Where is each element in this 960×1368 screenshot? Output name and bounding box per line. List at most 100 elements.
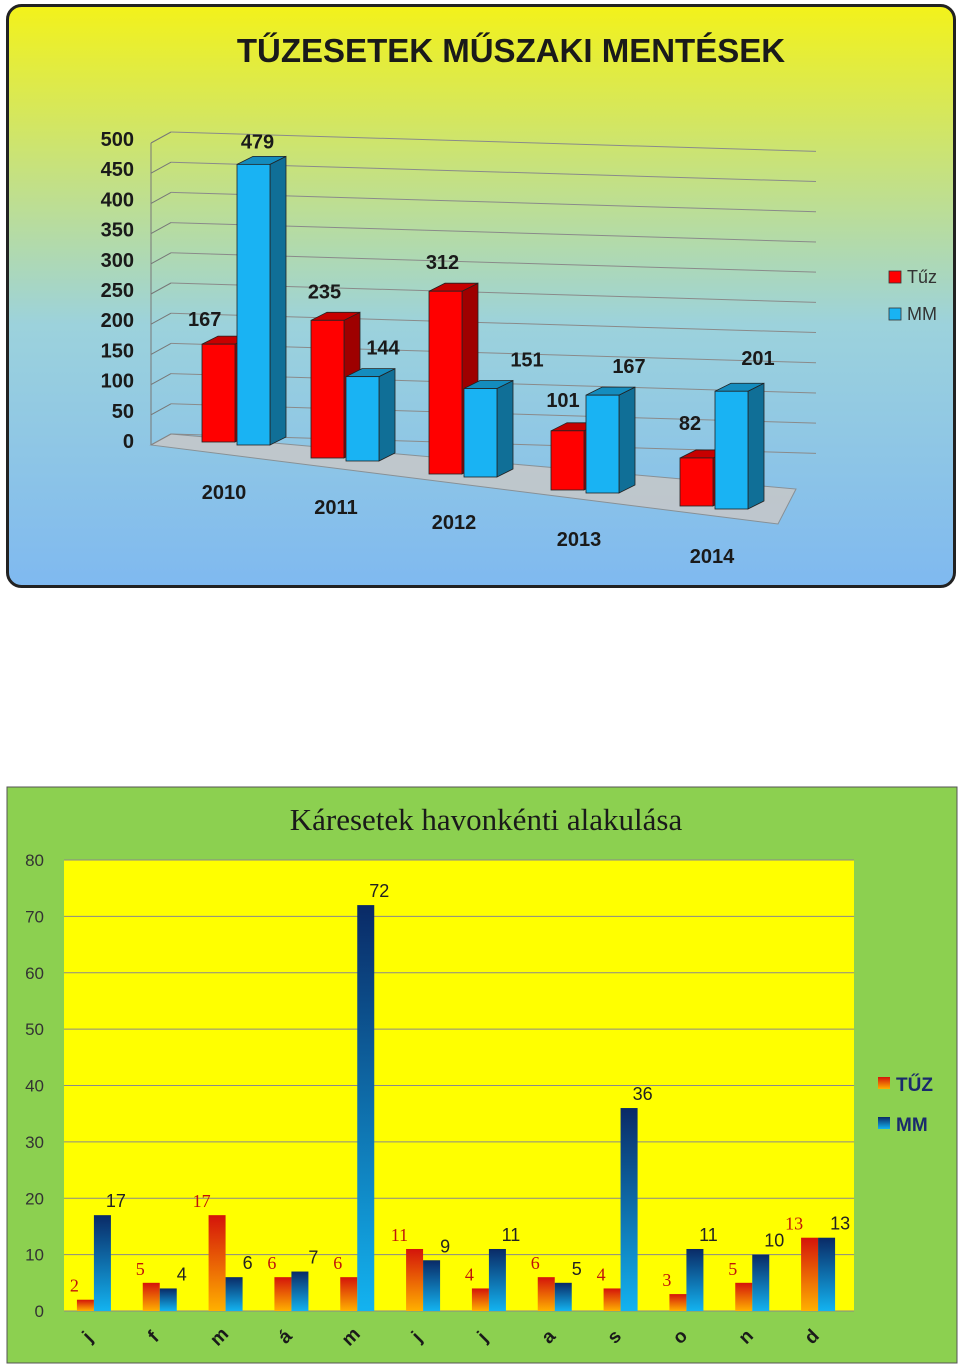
chart-fires-rescues-by-year: TŰZESETEK MŰSZAKI MENTÉSEK 0 50 100 150 200 2… — [6, 4, 956, 588]
bar-value-label: 36 — [633, 1084, 653, 1104]
chart-1-legend: Tűz MM — [888, 267, 937, 324]
bar — [537, 1277, 555, 1311]
bar-TŰZ-4: 6 — [333, 1253, 358, 1311]
bar-TŰZ-10: 5 — [728, 1259, 753, 1311]
y-tick-label: 40 — [25, 1077, 44, 1096]
bar-side — [269, 155, 287, 446]
category-label: 2012 — [432, 512, 477, 534]
bar — [142, 1282, 160, 1311]
bar — [291, 1271, 309, 1311]
bar-value-label: 6 — [531, 1253, 540, 1273]
bar-MM-10: 10 — [752, 1231, 784, 1311]
bar-MM-7: 5 — [554, 1259, 582, 1311]
y-gridline-side — [150, 161, 172, 174]
bar-TŰZ-0: 2 — [70, 1276, 94, 1311]
bar-TŰZ-1: 5 — [136, 1259, 160, 1311]
legend-swatch-MM — [888, 307, 902, 321]
bar-value-label: 167 — [612, 356, 645, 378]
chart-2-y-ticks: 0 10 20 30 40 50 60 70 80 — [25, 851, 44, 1321]
bar-value-label: 10 — [764, 1231, 784, 1251]
y-tick-label: 50 — [25, 1020, 44, 1039]
y-tick-label: 450 — [101, 159, 134, 181]
legend-label: MM — [896, 1115, 928, 1136]
bar — [471, 1288, 489, 1311]
bar — [554, 1282, 572, 1311]
bar-MM-2011: 144 — [345, 338, 401, 462]
bar-MM-0: 17 — [93, 1191, 126, 1311]
bar-value-label: 72 — [369, 881, 389, 901]
bar-value-label: 235 — [308, 281, 341, 303]
bar — [225, 1277, 243, 1311]
bar-value-label: 5 — [572, 1259, 582, 1279]
y-gridline-side — [150, 373, 172, 386]
bar-front — [310, 319, 345, 459]
bar-value-label: 201 — [741, 348, 774, 370]
y-tick-label: 100 — [101, 371, 134, 393]
bar — [76, 1299, 94, 1311]
bar — [488, 1248, 506, 1311]
bar-value-label: 151 — [510, 350, 543, 372]
bar-TŰZ-8: 4 — [597, 1264, 621, 1311]
bar — [801, 1237, 819, 1311]
bar-TŰZ-9: 3 — [662, 1270, 687, 1311]
legend-label: Tűz — [907, 267, 937, 287]
legend-swatch-TŰZ — [878, 1077, 890, 1089]
bar — [406, 1248, 424, 1311]
bar-value-label: 11 — [699, 1225, 718, 1245]
legend-swatch-Tűz — [888, 270, 902, 284]
chart-1-categories: 2010 2011 2012 2013 2014 — [202, 482, 735, 568]
bar — [93, 1215, 111, 1311]
y-gridline-side — [150, 252, 172, 265]
y-tick-label: 30 — [25, 1133, 44, 1152]
bar-front — [201, 343, 236, 443]
bar-value-label: 17 — [193, 1191, 211, 1211]
y-tick-label: 200 — [101, 310, 134, 332]
bar-value-label: 101 — [546, 390, 579, 412]
bar-front — [236, 163, 271, 446]
y-tick-label: 500 — [101, 129, 134, 151]
bar-value-label: 3 — [662, 1270, 671, 1290]
bar-MM-2014: 201 — [714, 348, 775, 510]
y-gridline-side — [150, 312, 172, 325]
legend-swatch-MM — [878, 1117, 890, 1129]
bar-value-label: 13 — [785, 1214, 803, 1234]
y-tick-label: 10 — [25, 1246, 44, 1265]
bar-MM-2: 6 — [225, 1253, 253, 1311]
y-tick-label: 150 — [101, 340, 134, 362]
y-gridline-side — [150, 282, 172, 295]
bar-MM-1: 4 — [159, 1264, 187, 1311]
bar-front — [428, 290, 463, 475]
bar-MM-2013: 167 — [585, 356, 646, 494]
bar-value-label: 82 — [679, 413, 701, 435]
y-tick-label: 50 — [112, 401, 134, 423]
bar-front — [345, 376, 380, 462]
chart-1-svg: TŰZESETEK MŰSZAKI MENTÉSEK 0 50 100 150 200 2… — [6, 4, 956, 588]
bar-front — [585, 394, 620, 494]
y-tick-label: 300 — [101, 250, 134, 272]
y-tick-label: 70 — [25, 907, 44, 926]
bar-value-label: 2 — [70, 1276, 79, 1296]
bar-value-label: 11 — [391, 1225, 408, 1245]
bar-value-label: 6 — [333, 1253, 342, 1273]
bar-value-label: 5 — [136, 1259, 145, 1279]
bar — [620, 1108, 638, 1311]
bar-value-label: 13 — [830, 1214, 850, 1234]
y-tick-label: 0 — [123, 431, 134, 453]
category-label: 2013 — [557, 529, 602, 551]
bar-value-label: 9 — [440, 1236, 450, 1256]
bar-value-label: 312 — [426, 252, 459, 274]
chart-2-gridlines — [64, 859, 854, 1312]
bar-MM-6: 11 — [488, 1225, 521, 1311]
category-label: 2010 — [202, 482, 247, 504]
bar — [208, 1215, 226, 1311]
bar-value-label: 4 — [465, 1264, 474, 1284]
bar — [669, 1294, 687, 1311]
bar-value-label: 5 — [728, 1259, 737, 1279]
bar-front — [550, 430, 585, 491]
bar — [274, 1277, 292, 1311]
chart-monthly-incidents: Káresetek havonkénti alakulása 0 10 20 30 40… — [6, 786, 958, 1364]
y-gridline-side — [150, 191, 172, 204]
bar-value-label: 11 — [502, 1225, 521, 1245]
